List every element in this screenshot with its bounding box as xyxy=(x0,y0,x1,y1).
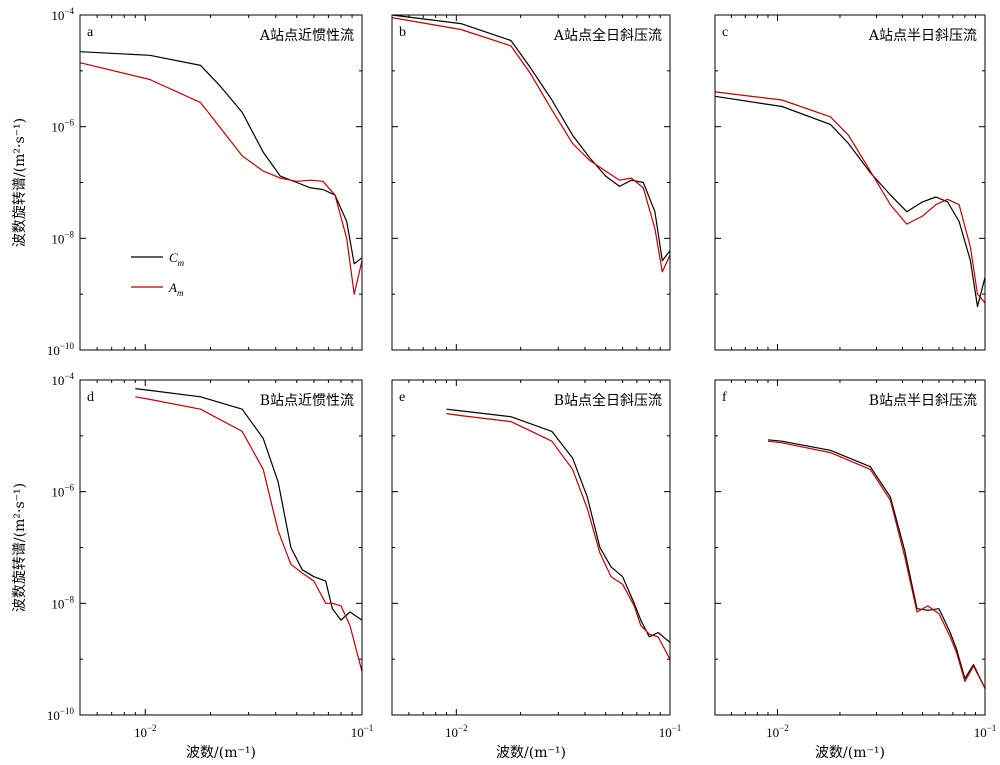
y-axis-label: 波数旋转谱/(m²·s⁻¹) xyxy=(12,483,28,612)
panel-b: b A站点全日斜压流 xyxy=(391,14,671,351)
plot-frame xyxy=(714,14,986,351)
panel-f: 10−2 10−1 f B站点半日斜压流 xyxy=(714,379,997,740)
x-tick-label: 10−1 xyxy=(351,723,374,740)
series-line-c-m xyxy=(714,95,986,308)
panel-letter: f xyxy=(722,390,727,405)
plot-frame xyxy=(79,379,363,716)
x-tick-label: 10−1 xyxy=(974,723,997,740)
panel-title: B站点近惯性流 xyxy=(260,392,354,409)
panel-title: B站点全日斜压流 xyxy=(554,392,662,409)
y-tick-label: 10−8 xyxy=(51,229,74,246)
plot-frame-overlay xyxy=(79,379,363,716)
plot-frame xyxy=(391,14,671,351)
legend: Cm Am xyxy=(131,250,185,298)
series-line-c-m xyxy=(391,14,671,262)
panel-title: A站点全日斜压流 xyxy=(553,27,662,44)
series-line-a-m xyxy=(714,91,986,304)
series-line-c-m xyxy=(767,439,986,689)
plot-frame-overlay xyxy=(79,14,363,351)
panel-c: c A站点半日斜压流 xyxy=(714,14,986,351)
y-tick-label: 10−6 xyxy=(51,118,74,135)
plot-frame xyxy=(391,379,671,716)
x-tick-label: 10−2 xyxy=(766,723,789,740)
panel-letter: e xyxy=(399,390,405,405)
y-axis-label: 波数旋转谱/(m²·s⁻¹) xyxy=(12,118,28,247)
y-tick-label: 10−10 xyxy=(47,341,75,358)
plot-frame-overlay xyxy=(714,379,986,716)
panel-title: A站点半日斜压流 xyxy=(868,28,977,44)
legend-label: Am xyxy=(168,280,184,298)
panel-letter: d xyxy=(87,390,94,405)
panel-title: B站点半日斜压流 xyxy=(869,393,977,409)
plot-frame-overlay xyxy=(391,379,671,716)
series-line-c-m xyxy=(446,408,671,643)
x-tick-label: 10−2 xyxy=(445,723,468,740)
panel-d: 10−10 10−8 10−6 10−4 10−2 10−1 d B站点近惯性流 xyxy=(47,371,373,740)
panel-title: A站点近惯性流 xyxy=(259,27,354,44)
x-axis-label: 波数/(m⁻¹) xyxy=(186,745,256,761)
plot-frame-overlay xyxy=(714,14,986,351)
y-tick-label: 10−4 xyxy=(51,371,74,388)
panel-letter: a xyxy=(87,25,94,40)
x-tick-label: 10−1 xyxy=(659,723,682,740)
series-line-a-m xyxy=(79,62,363,295)
series-line-c-m xyxy=(135,388,363,621)
series-line-a-m xyxy=(135,396,363,672)
series-line-a-m xyxy=(767,440,986,689)
series-line-a-m xyxy=(391,17,671,273)
plot-frame xyxy=(79,14,363,351)
panel-a: 10−10 10−8 10−6 10−4 a A站点近惯性流 Cm Am xyxy=(47,6,363,358)
panel-letter: b xyxy=(399,25,406,40)
y-tick-label: 10−10 xyxy=(47,706,75,723)
legend-label: Cm xyxy=(169,250,185,268)
series-line-c-m xyxy=(79,51,363,265)
plot-frame-overlay xyxy=(391,14,671,351)
x-axis-label: 波数/(m⁻¹) xyxy=(496,745,566,761)
y-tick-label: 10−4 xyxy=(51,6,74,23)
plot-frame xyxy=(714,379,986,716)
series-line-a-m xyxy=(446,413,671,660)
x-tick-label: 10−2 xyxy=(134,723,157,740)
panel-letter: c xyxy=(722,25,728,40)
panel-e: 10−2 10−1 e B站点全日斜压流 xyxy=(391,379,682,740)
y-tick-label: 10−6 xyxy=(51,483,74,500)
x-axis-label: 波数/(m⁻¹) xyxy=(815,745,885,761)
y-tick-label: 10−8 xyxy=(51,594,74,611)
